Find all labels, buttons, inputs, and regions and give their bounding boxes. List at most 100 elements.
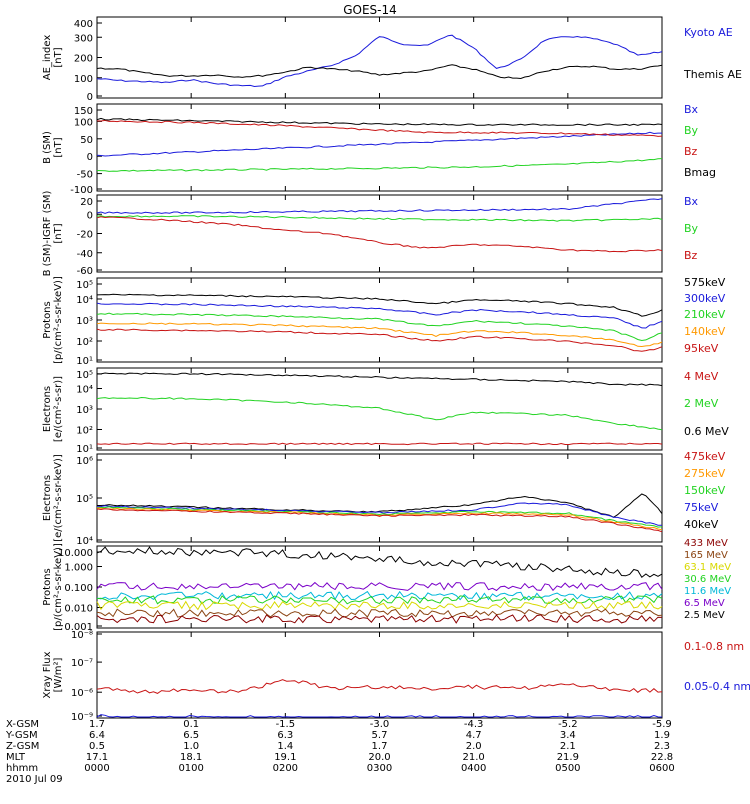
y-tick-label: -100 — [70, 185, 93, 196]
panel-frame — [96, 453, 663, 543]
ephemeris-value: 4.7 — [466, 730, 482, 741]
y-tick-label: 150 — [74, 106, 93, 117]
ephemeris-value: -3.0 — [370, 719, 390, 730]
y-axis-unit: [e/(cm²-s-sr-keV)] — [53, 454, 64, 542]
y-tick-label: 10⁵ — [76, 280, 93, 291]
series-line-433-MeV — [96, 614, 663, 624]
y-tick-label: 100 — [74, 117, 93, 128]
y-tick-label: 100 — [74, 74, 93, 85]
ephemeris-value: 22.8 — [651, 752, 673, 763]
series-line-6-5-MeV — [96, 581, 663, 592]
legend-entry: 6.5 MeV — [684, 598, 725, 609]
legend-entry: Bmag — [684, 166, 716, 179]
ephemeris-label: MLT — [6, 752, 26, 763]
series-line-210keV — [96, 312, 663, 342]
y-tick-label: 10⁻⁸ — [71, 630, 93, 641]
series-line-475keV — [96, 508, 663, 533]
series-line-30-6-MeV — [96, 595, 663, 605]
panel-0: 0 100 200 300 400 AE_index [nT] Kyoto AE Themis … — [42, 16, 742, 103]
legend-entry: Bz — [684, 249, 698, 262]
panel-frame — [96, 16, 663, 99]
series-line-11-6-MeV — [96, 590, 663, 601]
series-line-575keV — [96, 293, 663, 317]
series-line-Bx — [96, 131, 662, 157]
panel-frame — [96, 194, 663, 273]
y-axis-label: Electrons — [42, 386, 53, 432]
ephemeris-value: 2.3 — [654, 741, 670, 752]
y-tick-label: 10³ — [76, 316, 93, 327]
y-axis-label: B (SM)-IGRF (SM) — [42, 191, 53, 277]
legend-entry: 475keV — [684, 450, 726, 463]
series-line-300keV — [96, 302, 663, 329]
panel-6: 0.001 0.010 0.100 1.000 10.000 Protons [p/(cm²… — [42, 538, 731, 633]
series-line-63-1-MeV — [96, 600, 663, 611]
y-tick-label: 10.000 — [58, 548, 93, 559]
series-line-150keV — [96, 506, 663, 528]
y-axis-unit: [e/(cm²-s-sr)] — [53, 376, 64, 442]
y-tick-label: 1.000 — [64, 563, 93, 574]
ephemeris-value: 0300 — [367, 763, 392, 774]
panel-2: -60 -40 -20 0 20 B (SM)-IGRF (SM) [nT] Bx By Bz — [42, 191, 699, 277]
ephemeris-value: 1.4 — [277, 741, 293, 752]
series-line-40keV — [97, 493, 663, 518]
ephemeris-value: 6.4 — [89, 730, 105, 741]
series-line-0-1-0-8-nm — [96, 679, 663, 694]
panel-frame — [96, 631, 663, 719]
series-line-Kyoto-AE — [96, 34, 663, 88]
legend-entry: 0.6 MeV — [684, 425, 729, 438]
legend-entry: 275keV — [684, 467, 726, 480]
legend-entry: 300keV — [684, 292, 726, 305]
ephemeris-label: Y-GSM — [5, 730, 38, 741]
ephemeris-value: -1.5 — [276, 719, 296, 730]
ephemeris-value: 21.0 — [463, 752, 485, 763]
y-tick-label: 0 — [87, 152, 93, 163]
y-tick-label: 10¹ — [76, 444, 93, 455]
ephemeris-value: 0100 — [178, 763, 203, 774]
ephemeris-value: 1.7 — [372, 741, 388, 752]
ephemeris-value: 1.7 — [89, 719, 105, 730]
legend-entry: 575keV — [684, 276, 726, 289]
panel-4: 10¹ 10² 10³ 10⁴ 10⁵ Electrons [e/(cm²-s-sr)] 4 … — [42, 367, 729, 455]
legend-entry: 165 MeV — [684, 550, 728, 561]
panel-frame — [96, 103, 663, 192]
y-tick-label: 0.100 — [64, 583, 93, 594]
y-axis-unit: [p/(cm²-s-sr-keV)] — [53, 543, 64, 631]
legend-entry: Bz — [684, 145, 698, 158]
ephemeris-value: 20.0 — [368, 752, 390, 763]
y-tick-label: -60 — [77, 266, 93, 277]
series-line-2-5-MeV — [96, 546, 663, 579]
y-tick-label: 10⁵ — [76, 494, 93, 505]
y-axis-unit: [nT] — [53, 137, 64, 157]
ephemeris-value: 2.1 — [560, 741, 576, 752]
chart-title: GOES-14 — [343, 3, 397, 17]
y-tick-label: 10² — [76, 337, 93, 348]
legend-entry: Kyoto AE — [684, 26, 733, 39]
legend-entry: 0.05-0.4 nm — [684, 680, 750, 693]
ephemeris-value: 0.1 — [183, 719, 199, 730]
legend-entry: 210keV — [684, 308, 726, 321]
y-tick-label: -40 — [77, 249, 93, 260]
legend-entry: 433 MeV — [684, 538, 728, 549]
y-tick-label: 10⁻⁹ — [71, 712, 93, 723]
panel-frame — [96, 367, 663, 451]
ephemeris-label: Z-GSM — [6, 741, 39, 752]
ephemeris-value: 19.1 — [274, 752, 296, 763]
series-line-4-MeV — [96, 442, 663, 446]
y-tick-label: 10⁴ — [76, 385, 93, 396]
y-tick-label: 10² — [76, 426, 93, 437]
panel-frame — [96, 277, 663, 363]
ephemeris-value: 0500 — [555, 763, 580, 774]
y-tick-label: 10⁶ — [76, 456, 93, 467]
series-line-0-6-MeV — [96, 372, 663, 387]
ephemeris-value: -5.9 — [652, 719, 672, 730]
y-axis-unit: [W/m²] — [53, 657, 64, 692]
y-tick-label: 10⁻⁷ — [71, 658, 93, 669]
series-line-165-MeV — [96, 608, 663, 618]
ephemeris-value: 5.7 — [372, 730, 388, 741]
y-axis-label: Electrons — [42, 475, 53, 521]
legend-entry: 4 MeV — [684, 370, 719, 383]
